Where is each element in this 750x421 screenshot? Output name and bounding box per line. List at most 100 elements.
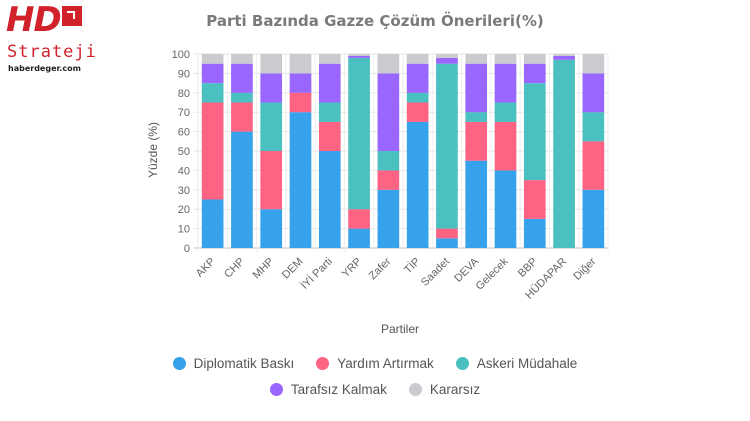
bar-segment[interactable] xyxy=(406,102,429,122)
bar-segment[interactable] xyxy=(494,63,517,103)
bar-segment[interactable] xyxy=(201,83,224,103)
bar-segment[interactable] xyxy=(348,55,370,58)
legend-item[interactable]: Kararsız xyxy=(408,381,481,397)
bar-segment[interactable] xyxy=(201,63,224,84)
bar-segment[interactable] xyxy=(436,228,458,239)
bar-segment[interactable] xyxy=(436,54,458,58)
x-tick-label: Saadet xyxy=(419,256,452,289)
legend-item[interactable]: Diplomatik Baskı xyxy=(172,355,295,371)
bar-segment[interactable] xyxy=(436,57,458,64)
bar-segment[interactable] xyxy=(201,199,224,249)
bar-segment[interactable] xyxy=(465,112,488,122)
bar-segment[interactable] xyxy=(318,63,341,103)
bar-segment[interactable] xyxy=(260,151,283,210)
bar-segment[interactable] xyxy=(406,121,429,248)
bar-segment[interactable] xyxy=(348,54,370,56)
bar-segment[interactable] xyxy=(348,57,370,210)
bar-segment[interactable] xyxy=(231,63,253,93)
legend-label: Kararsız xyxy=(429,381,481,397)
bar-segment[interactable] xyxy=(523,180,546,219)
legend-item[interactable]: Tarafsız Kalmak xyxy=(269,382,387,397)
bar-segment[interactable] xyxy=(465,160,488,248)
legend-item[interactable]: Askeri Müdahale xyxy=(455,356,577,371)
bar-segment[interactable] xyxy=(582,141,605,190)
y-tick-label: 10 xyxy=(178,224,190,236)
bar-segment[interactable] xyxy=(436,238,458,248)
logo-url: haberdeger.com xyxy=(8,64,81,73)
logo-brand: HD xyxy=(6,0,62,40)
logo-arrow-icon xyxy=(62,6,82,26)
x-tick-label: MHP xyxy=(251,256,277,282)
bar-segment[interactable] xyxy=(348,228,370,248)
legend-label: Yardım Artırmak xyxy=(337,355,434,371)
legend-label: Diplomatik Baskı xyxy=(193,355,295,371)
bar-segment[interactable] xyxy=(553,59,575,248)
y-tick-label: 0 xyxy=(184,243,190,255)
bar-segment[interactable] xyxy=(289,73,312,93)
bar-segment[interactable] xyxy=(231,54,253,64)
bar-segment[interactable] xyxy=(289,54,312,74)
bar-segment[interactable] xyxy=(494,170,517,248)
bar-segment[interactable] xyxy=(553,54,575,56)
x-tick-label: TİP xyxy=(401,255,422,276)
bar-segment[interactable] xyxy=(377,189,400,248)
bar-segment[interactable] xyxy=(465,54,488,64)
bar-segment[interactable] xyxy=(318,121,341,151)
bar-segment[interactable] xyxy=(260,209,283,248)
legend-swatch xyxy=(269,382,283,396)
bar-segment[interactable] xyxy=(289,112,312,248)
y-tick-label: 90 xyxy=(178,68,190,80)
bar-segment[interactable] xyxy=(260,102,283,152)
y-tick-label: 30 xyxy=(178,185,190,197)
legend: Diplomatik Baskı Yardım Artırmak Askeri Mü… xyxy=(0,350,750,402)
bar-segment[interactable] xyxy=(465,121,488,161)
bar-segment[interactable] xyxy=(406,54,429,64)
legend-swatch xyxy=(316,356,330,370)
bar-segment[interactable] xyxy=(201,102,224,200)
x-tick-label: AKP xyxy=(194,256,218,280)
bar-segment[interactable] xyxy=(289,92,312,113)
bar-segment[interactable] xyxy=(494,102,517,122)
bar-segment[interactable] xyxy=(318,102,341,122)
bar-segment[interactable] xyxy=(465,63,488,113)
legend-item[interactable]: Yardım Artırmak xyxy=(316,356,434,371)
x-tick-label: CHP xyxy=(222,256,247,281)
bar-segment[interactable] xyxy=(377,54,400,74)
bar-segment[interactable] xyxy=(260,73,283,103)
grid-lines xyxy=(194,53,609,252)
bar-segment[interactable] xyxy=(406,92,429,103)
bar-segment[interactable] xyxy=(494,121,517,171)
bar-segment[interactable] xyxy=(494,54,517,64)
bar-segment[interactable] xyxy=(377,73,400,151)
x-tick-label: İYİ Parti xyxy=(298,255,335,292)
bar-segment[interactable] xyxy=(231,102,253,132)
bar-segment[interactable] xyxy=(582,189,605,248)
bar-segment[interactable] xyxy=(377,170,400,190)
bar-segment[interactable] xyxy=(523,54,546,64)
bar-segment[interactable] xyxy=(318,151,341,248)
bar-segment[interactable] xyxy=(582,54,605,74)
bar-segment[interactable] xyxy=(377,151,400,171)
y-tick-label: 80 xyxy=(178,88,190,100)
bar-segment[interactable] xyxy=(436,63,458,229)
legend-swatch xyxy=(172,356,186,370)
bar-segment[interactable] xyxy=(318,54,341,64)
legend-swatch xyxy=(455,356,469,370)
bar-segment[interactable] xyxy=(582,112,605,142)
bar-segment[interactable] xyxy=(348,209,370,229)
x-axis-label: Partiler xyxy=(381,322,419,336)
y-tick-label: 60 xyxy=(178,127,190,139)
bar-segment[interactable] xyxy=(523,218,546,248)
bar-segment[interactable] xyxy=(553,55,575,60)
bar-segment[interactable] xyxy=(201,54,224,64)
chart-title: Parti Bazında Gazze Çözüm Önerileri(%) xyxy=(206,12,544,30)
bar-segment[interactable] xyxy=(582,73,605,113)
bar-segment[interactable] xyxy=(260,54,283,74)
bar-segment[interactable] xyxy=(523,63,546,84)
bar-segment[interactable] xyxy=(231,92,253,103)
bar-segment[interactable] xyxy=(406,63,429,93)
bar-segment[interactable] xyxy=(523,83,546,181)
bar-segment[interactable] xyxy=(231,131,253,248)
